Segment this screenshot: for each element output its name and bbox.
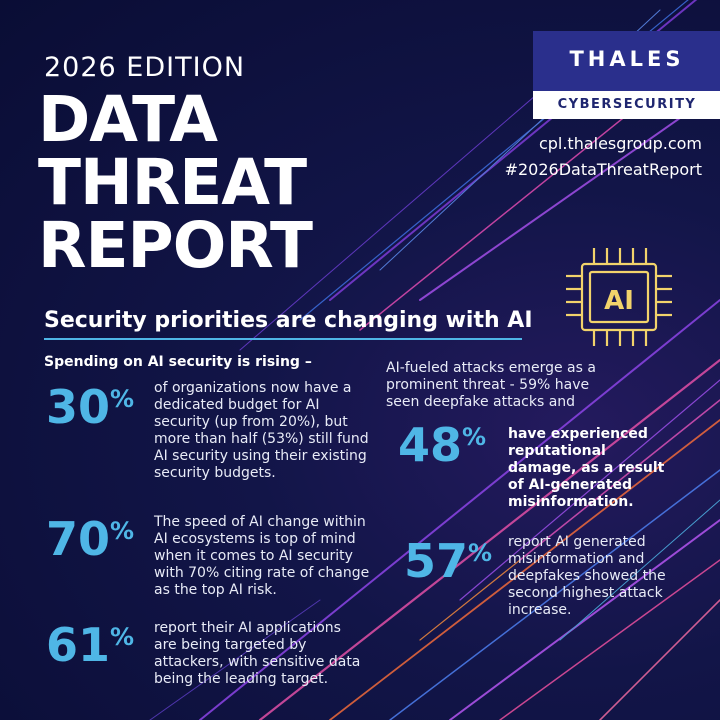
stat-57-description: report AI generated misinformation and d… (508, 534, 666, 618)
section-title: Security priorities are changing with AI (44, 308, 533, 333)
ai-chip-label: AI (604, 286, 634, 316)
logo-brand-name: THALES (569, 47, 685, 71)
stat-value: 61 (46, 618, 111, 672)
stat-70-percent: 70% (46, 516, 134, 562)
stat-unit: % (462, 423, 487, 451)
left-subheading: Spending on AI security is rising – (44, 354, 312, 370)
stat-48-description: have experienced reputational damage, as… (508, 426, 665, 510)
logo-division: CYBERSECURITY (533, 91, 720, 119)
stat-48-percent: 48% (398, 422, 486, 468)
stat-value: 30 (46, 380, 111, 434)
stat-30-percent: 30% (46, 384, 134, 430)
title-line-threat: THREAT (38, 146, 307, 219)
ai-chip-icon: AI (566, 248, 672, 346)
stat-value: 48 (398, 418, 463, 472)
section-divider (44, 338, 522, 340)
website-url: cpl.thalesgroup.com (538, 134, 702, 153)
stat-30-description: of organizations now have a dedicated bu… (154, 380, 369, 481)
stat-unit: % (468, 539, 493, 567)
stat-unit: % (110, 623, 135, 651)
hashtag: #2026DataThreatReport (504, 160, 702, 179)
stat-value: 57 (404, 534, 469, 588)
title-line-report: REPORT (38, 209, 313, 282)
thales-logo: THALES CYBERSECURITY (533, 31, 720, 119)
stat-value: 70 (46, 512, 111, 566)
stat-57-percent: 57% (404, 538, 492, 584)
title-line-data: DATA (38, 83, 218, 156)
stat-61-percent: 61% (46, 622, 134, 668)
edition-label: 2026 EDITION (44, 52, 246, 83)
stat-unit: % (110, 517, 135, 545)
stat-unit: % (110, 385, 135, 413)
stat-70-description: The speed of AI change within AI ecosyst… (154, 514, 370, 598)
right-intro: AI-fueled attacks emerge as a prominent … (386, 360, 596, 410)
stat-61-description: report their AI applications are being t… (154, 620, 361, 687)
